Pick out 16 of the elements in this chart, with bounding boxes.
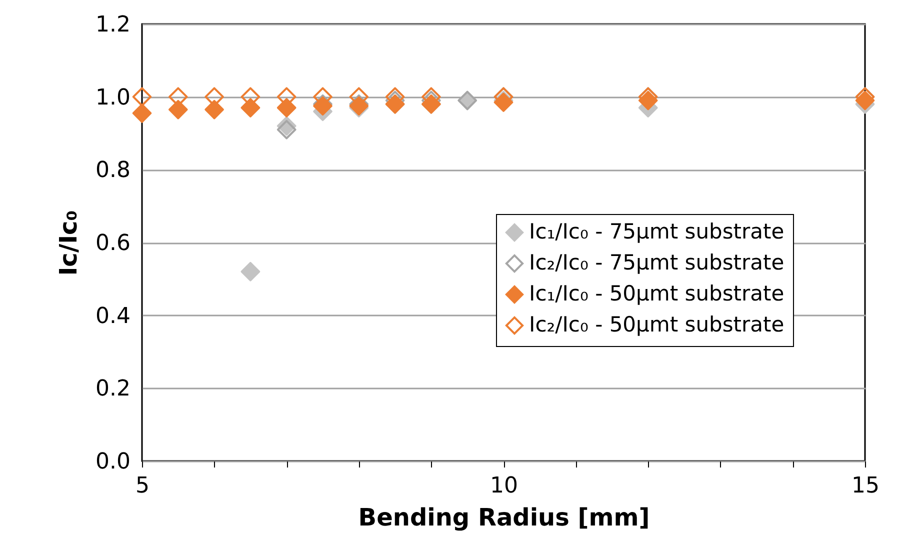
legend-label: Ic₂/Ic₀ - 75μmt substrate bbox=[529, 250, 784, 274]
y-tick-label: 1.2 bbox=[96, 12, 130, 38]
x-tick-label: 15 bbox=[852, 474, 880, 498]
y-tick-label: 0.6 bbox=[96, 231, 130, 256]
legend-label: Ic₁/Ic₀ - 75μmt substrate bbox=[529, 220, 784, 244]
y-tick-label: 0.4 bbox=[96, 304, 130, 329]
x-tick-label: 10 bbox=[490, 474, 518, 498]
y-tick-label: 0.8 bbox=[96, 158, 130, 184]
y-tick-label: 0.0 bbox=[96, 450, 130, 474]
legend-label: Ic₂/Ic₀ - 50μmt substrate bbox=[529, 312, 784, 336]
y-tick-label: 0.2 bbox=[96, 376, 130, 402]
y-axis-title: Ic/Ic₀ bbox=[54, 210, 83, 276]
legend-label: Ic₁/Ic₀ - 50μmt substrate bbox=[529, 282, 784, 306]
x-axis-title: Bending Radius [mm] bbox=[358, 504, 650, 532]
x-tick-label: 5 bbox=[136, 474, 150, 498]
y-tick-label: 1.0 bbox=[96, 85, 130, 110]
